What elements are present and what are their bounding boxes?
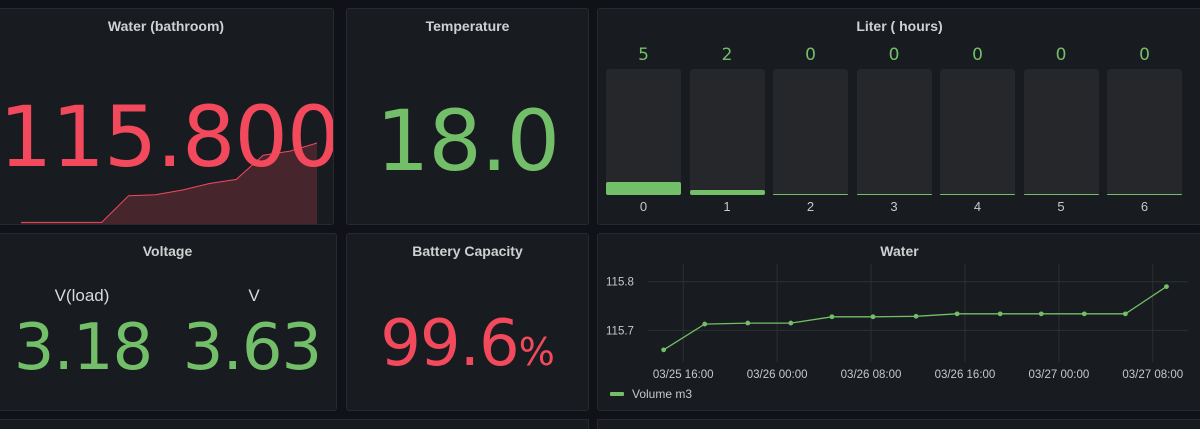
temperature-panel[interactable]: Temperature 18.0: [346, 8, 589, 225]
x-tick-label: 03/26 00:00: [747, 369, 808, 381]
bar-gauge-fill: [773, 194, 848, 195]
bar-gauge-value: 0: [888, 45, 900, 65]
y-tick-label: 115.8: [606, 277, 634, 289]
water-bathroom-value: 115.800: [0, 88, 334, 186]
x-tick-label: 03/26 08:00: [841, 369, 902, 381]
data-point: [870, 314, 876, 320]
bar-gauge-track: [1023, 69, 1099, 195]
bar-gauge-fill: [856, 194, 932, 195]
bar-gauge-value: 0: [1139, 45, 1150, 65]
next-row-panel-fragment: [0, 419, 589, 429]
voltage-v-value: 3.63: [182, 311, 323, 385]
bar-gauge-track: [940, 69, 1015, 195]
panel-title: Liter ( hours): [856, 18, 943, 34]
bar-gauge-track: [856, 69, 932, 195]
battery-capacity-number: 99.6: [380, 307, 519, 381]
data-point: [1081, 311, 1087, 317]
sparkline-area: [21, 143, 317, 224]
panel-title: Temperature: [425, 18, 510, 34]
bar-gauge-value: 5: [638, 45, 649, 65]
data-point: [954, 311, 960, 317]
bar-gauge-value: 0: [1055, 45, 1067, 65]
water-line-chart: 115.8 115.7 03/25 16:00 03/26 00:00 03/26 08…: [606, 264, 1188, 381]
data-point: [1122, 311, 1128, 317]
bar-gauge-fill: [606, 182, 681, 195]
panel-title: Water (bathroom): [107, 18, 225, 34]
data-point: [1038, 311, 1044, 317]
bar-gauge-label: 5: [1057, 199, 1065, 214]
panel-title: Battery Capacity: [412, 243, 523, 259]
battery-capacity-panel[interactable]: Battery Capacity 99.6%: [346, 233, 589, 411]
data-point: [913, 313, 919, 319]
x-tick-label: 03/25 16:00: [653, 369, 714, 381]
water-bathroom-sparkline: [21, 142, 318, 224]
data-point: [1164, 284, 1169, 289]
panel-title: Voltage: [142, 243, 193, 259]
panel-title: Water: [880, 243, 919, 259]
next-row-panel-fragment: [597, 419, 1200, 429]
voltage-load-value: 3.18: [13, 311, 154, 385]
y-tick-label: 115.7: [606, 325, 634, 337]
bar-gauge-fill: [1023, 194, 1099, 195]
bar-gauge-fill: [1107, 194, 1182, 195]
water-bathroom-panel[interactable]: Water (bathroom) 115.800: [0, 8, 334, 225]
voltage-panel[interactable]: Voltage V(load) 3.18 V 3.63: [0, 233, 337, 411]
bar-gauge-track: [606, 69, 681, 195]
temperature-value: 18.0: [375, 92, 560, 190]
bar-gauge-fill: [940, 194, 1015, 195]
x-tick-label: 03/26 16:00: [935, 369, 996, 381]
bar-gauge-label: 1: [723, 199, 731, 214]
bar-gauge-label: 2: [806, 199, 815, 214]
bar-gauge-track: [689, 69, 765, 195]
data-point: [997, 311, 1003, 317]
water-chart-panel[interactable]: Water 115.8 115.7 03/25 16:00 03/26 00:00 03…: [597, 233, 1200, 411]
data-point: [788, 320, 794, 326]
sparkline-line: [21, 142, 318, 223]
voltage-load-label: V(load): [54, 286, 110, 305]
bar-gauge-value: 0: [972, 45, 983, 65]
chart-legend[interactable]: Volume m3: [610, 384, 692, 404]
bar-gauge-value: 0: [805, 45, 816, 65]
legend-label: Volume m3: [632, 387, 693, 401]
legend-swatch: [610, 392, 624, 396]
bar-gauge-label: 6: [1140, 199, 1149, 214]
voltage-v-label: V: [248, 286, 260, 305]
x-tick-label: 03/27 08:00: [1122, 369, 1183, 381]
bar-gauge-track: [773, 69, 848, 195]
data-point: [829, 314, 835, 320]
bar-gauge-value: 2: [721, 45, 733, 65]
bar-gauge-fill: [689, 190, 765, 195]
data-point: [661, 347, 667, 353]
battery-capacity-value: 99.6%: [347, 304, 588, 392]
bar-gauge-label: 0: [639, 199, 648, 214]
bar-gauge-track: [1107, 69, 1182, 195]
battery-capacity-unit: %: [518, 330, 555, 374]
bar-gauge-label: 4: [973, 199, 982, 214]
bar-gauge-label: 3: [890, 199, 898, 214]
x-tick-label: 03/27 00:00: [1028, 369, 1089, 381]
data-point: [702, 321, 708, 327]
data-point: [745, 320, 751, 326]
